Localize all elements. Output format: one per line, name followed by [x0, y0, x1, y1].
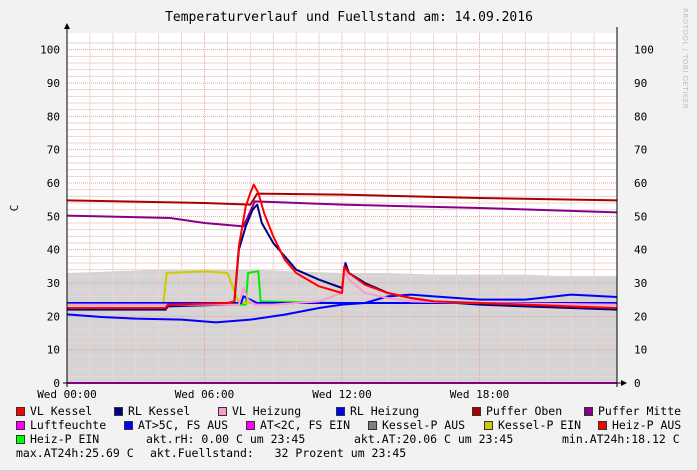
legend-swatch	[16, 420, 25, 430]
legend-item: Kessel-P EIN	[484, 418, 581, 432]
y-tick-label-left: 30	[47, 277, 60, 290]
legend-item: Puffer Mitte	[584, 404, 681, 418]
stat-rh: akt.rH: 0.00 C um 23:45	[146, 432, 306, 446]
legend-label: Kessel-P EIN	[498, 418, 582, 432]
legend-swatch	[218, 406, 227, 416]
y-tick-label-left: 70	[47, 144, 60, 157]
legend-item: Puffer Oben	[472, 404, 562, 418]
y-tick-label-left: 80	[47, 110, 60, 123]
legend-label: RL Heizung	[350, 404, 420, 418]
chart-title: Temperaturverlauf und Fuellstand am: 14.…	[165, 10, 533, 25]
legend-row-3: Heiz-P EIN akt.rH: 0.00 C um 23:45 akt.A…	[16, 432, 696, 446]
series-line	[66, 293, 618, 324]
legend-item: VL Kessel	[16, 404, 92, 418]
stat-min: min.AT24h:18.12 C	[562, 432, 680, 446]
legend-item: Luftfeuchte	[16, 418, 106, 432]
legend-label: VL Heizung	[232, 404, 302, 418]
y-tick-label-right: 30	[634, 277, 647, 290]
y-tick-label-left: 60	[47, 177, 60, 190]
series-line	[66, 192, 618, 206]
legend-swatch	[598, 420, 607, 430]
y-tick-label-left: 90	[47, 77, 60, 90]
legend-label: Heiz-P EIN	[30, 432, 100, 446]
legend-row-1: VL Kessel RL Kessel VL Heizung RL Heizun…	[16, 404, 696, 418]
legend-item: AT>5C, FS AUS	[124, 418, 228, 432]
y-tick-label-right: 60	[634, 177, 647, 190]
y-tick-label-left: 40	[47, 244, 60, 257]
y-tick-label-right: 70	[634, 144, 647, 157]
legend-item: AT<2C, FS EIN	[246, 418, 350, 432]
legend-label: Puffer Oben	[486, 404, 563, 418]
y-tick-label-right: 90	[634, 77, 647, 90]
legend-swatch	[246, 420, 255, 430]
rrd-chart: 0 0 10 10 20 20 30 30 40 40 50 50 60 60 70 70 80 80 90 90 10…	[8, 8, 689, 400]
legend-swatch	[484, 420, 493, 430]
y-tick-label-right: 100	[634, 44, 654, 57]
stat-fuellstand: akt.Fuellstand: 32 Prozent um 23:45	[150, 446, 407, 460]
legend-label: Luftfeuchte	[30, 418, 107, 432]
y-tick-label-left: 50	[47, 210, 60, 223]
legend-label: AT<2C, FS EIN	[260, 418, 351, 432]
y-tick-label-left: 100	[40, 44, 60, 57]
y-tick-label-right: 50	[634, 210, 647, 223]
legend-item: VL Heizung	[218, 404, 301, 418]
y-tick-label-left: 10	[47, 344, 60, 357]
y-tick-label-right: 10	[634, 344, 647, 357]
legend-label: AT>5C, FS AUS	[138, 418, 229, 432]
legend-item: Heiz-P EIN	[16, 432, 99, 446]
legend-swatch	[368, 420, 377, 430]
x-tick-label: Wed 06:00	[175, 388, 235, 400]
y-tick-label-right: 80	[634, 110, 647, 123]
legend-swatch	[584, 406, 593, 416]
legend-swatch	[16, 406, 25, 416]
legend-swatch	[336, 406, 345, 416]
legend-item: Heiz-P AUS	[598, 418, 681, 432]
legend-label: RL Kessel	[128, 404, 191, 418]
y-tick-label-left: 0	[53, 377, 60, 390]
x-tick-label: Wed 18:00	[450, 388, 510, 400]
legend-swatch	[472, 406, 481, 416]
watermark: RRDTOOL / TOBI OETIKER	[681, 8, 689, 109]
stat-max: max.AT24h:25.69 C	[16, 446, 134, 460]
y-axis-label: C	[8, 205, 21, 212]
legend-label: VL Kessel	[30, 404, 93, 418]
x-tick-label: Wed 12:00	[312, 388, 372, 400]
legend-label: Puffer Mitte	[598, 404, 682, 418]
legend-item: RL Heizung	[336, 404, 419, 418]
legend-item: Kessel-P AUS	[368, 418, 465, 432]
x-axis-arrow	[621, 380, 627, 386]
legend-row-2: Luftfeuchte AT>5C, FS AUS AT<2C, FS EIN …	[16, 418, 696, 432]
series-line	[66, 200, 618, 228]
y-tick-label-right: 40	[634, 244, 647, 257]
y-tick-label-right: 20	[634, 310, 647, 323]
legend-swatch	[114, 406, 123, 416]
x-tick-label: Wed 00:00	[37, 388, 97, 400]
series-line	[67, 183, 618, 309]
y-tick-label-right: 0	[634, 377, 641, 390]
legend-row-4: max.AT24h:25.69 C akt.Fuellstand: 32 Pro…	[16, 446, 696, 460]
legend: VL Kessel RL Kessel VL Heizung RL Heizun…	[16, 404, 696, 460]
y-tick-label-left: 20	[47, 310, 60, 323]
legend-swatch	[16, 434, 25, 444]
legend-item: RL Kessel	[114, 404, 190, 418]
legend-label: Heiz-P AUS	[612, 418, 682, 432]
y-axis-arrow	[64, 23, 70, 29]
legend-swatch	[124, 420, 133, 430]
stat-at: akt.AT:20.06 C um 23:45	[354, 432, 514, 446]
legend-label: Kessel-P AUS	[382, 418, 466, 432]
